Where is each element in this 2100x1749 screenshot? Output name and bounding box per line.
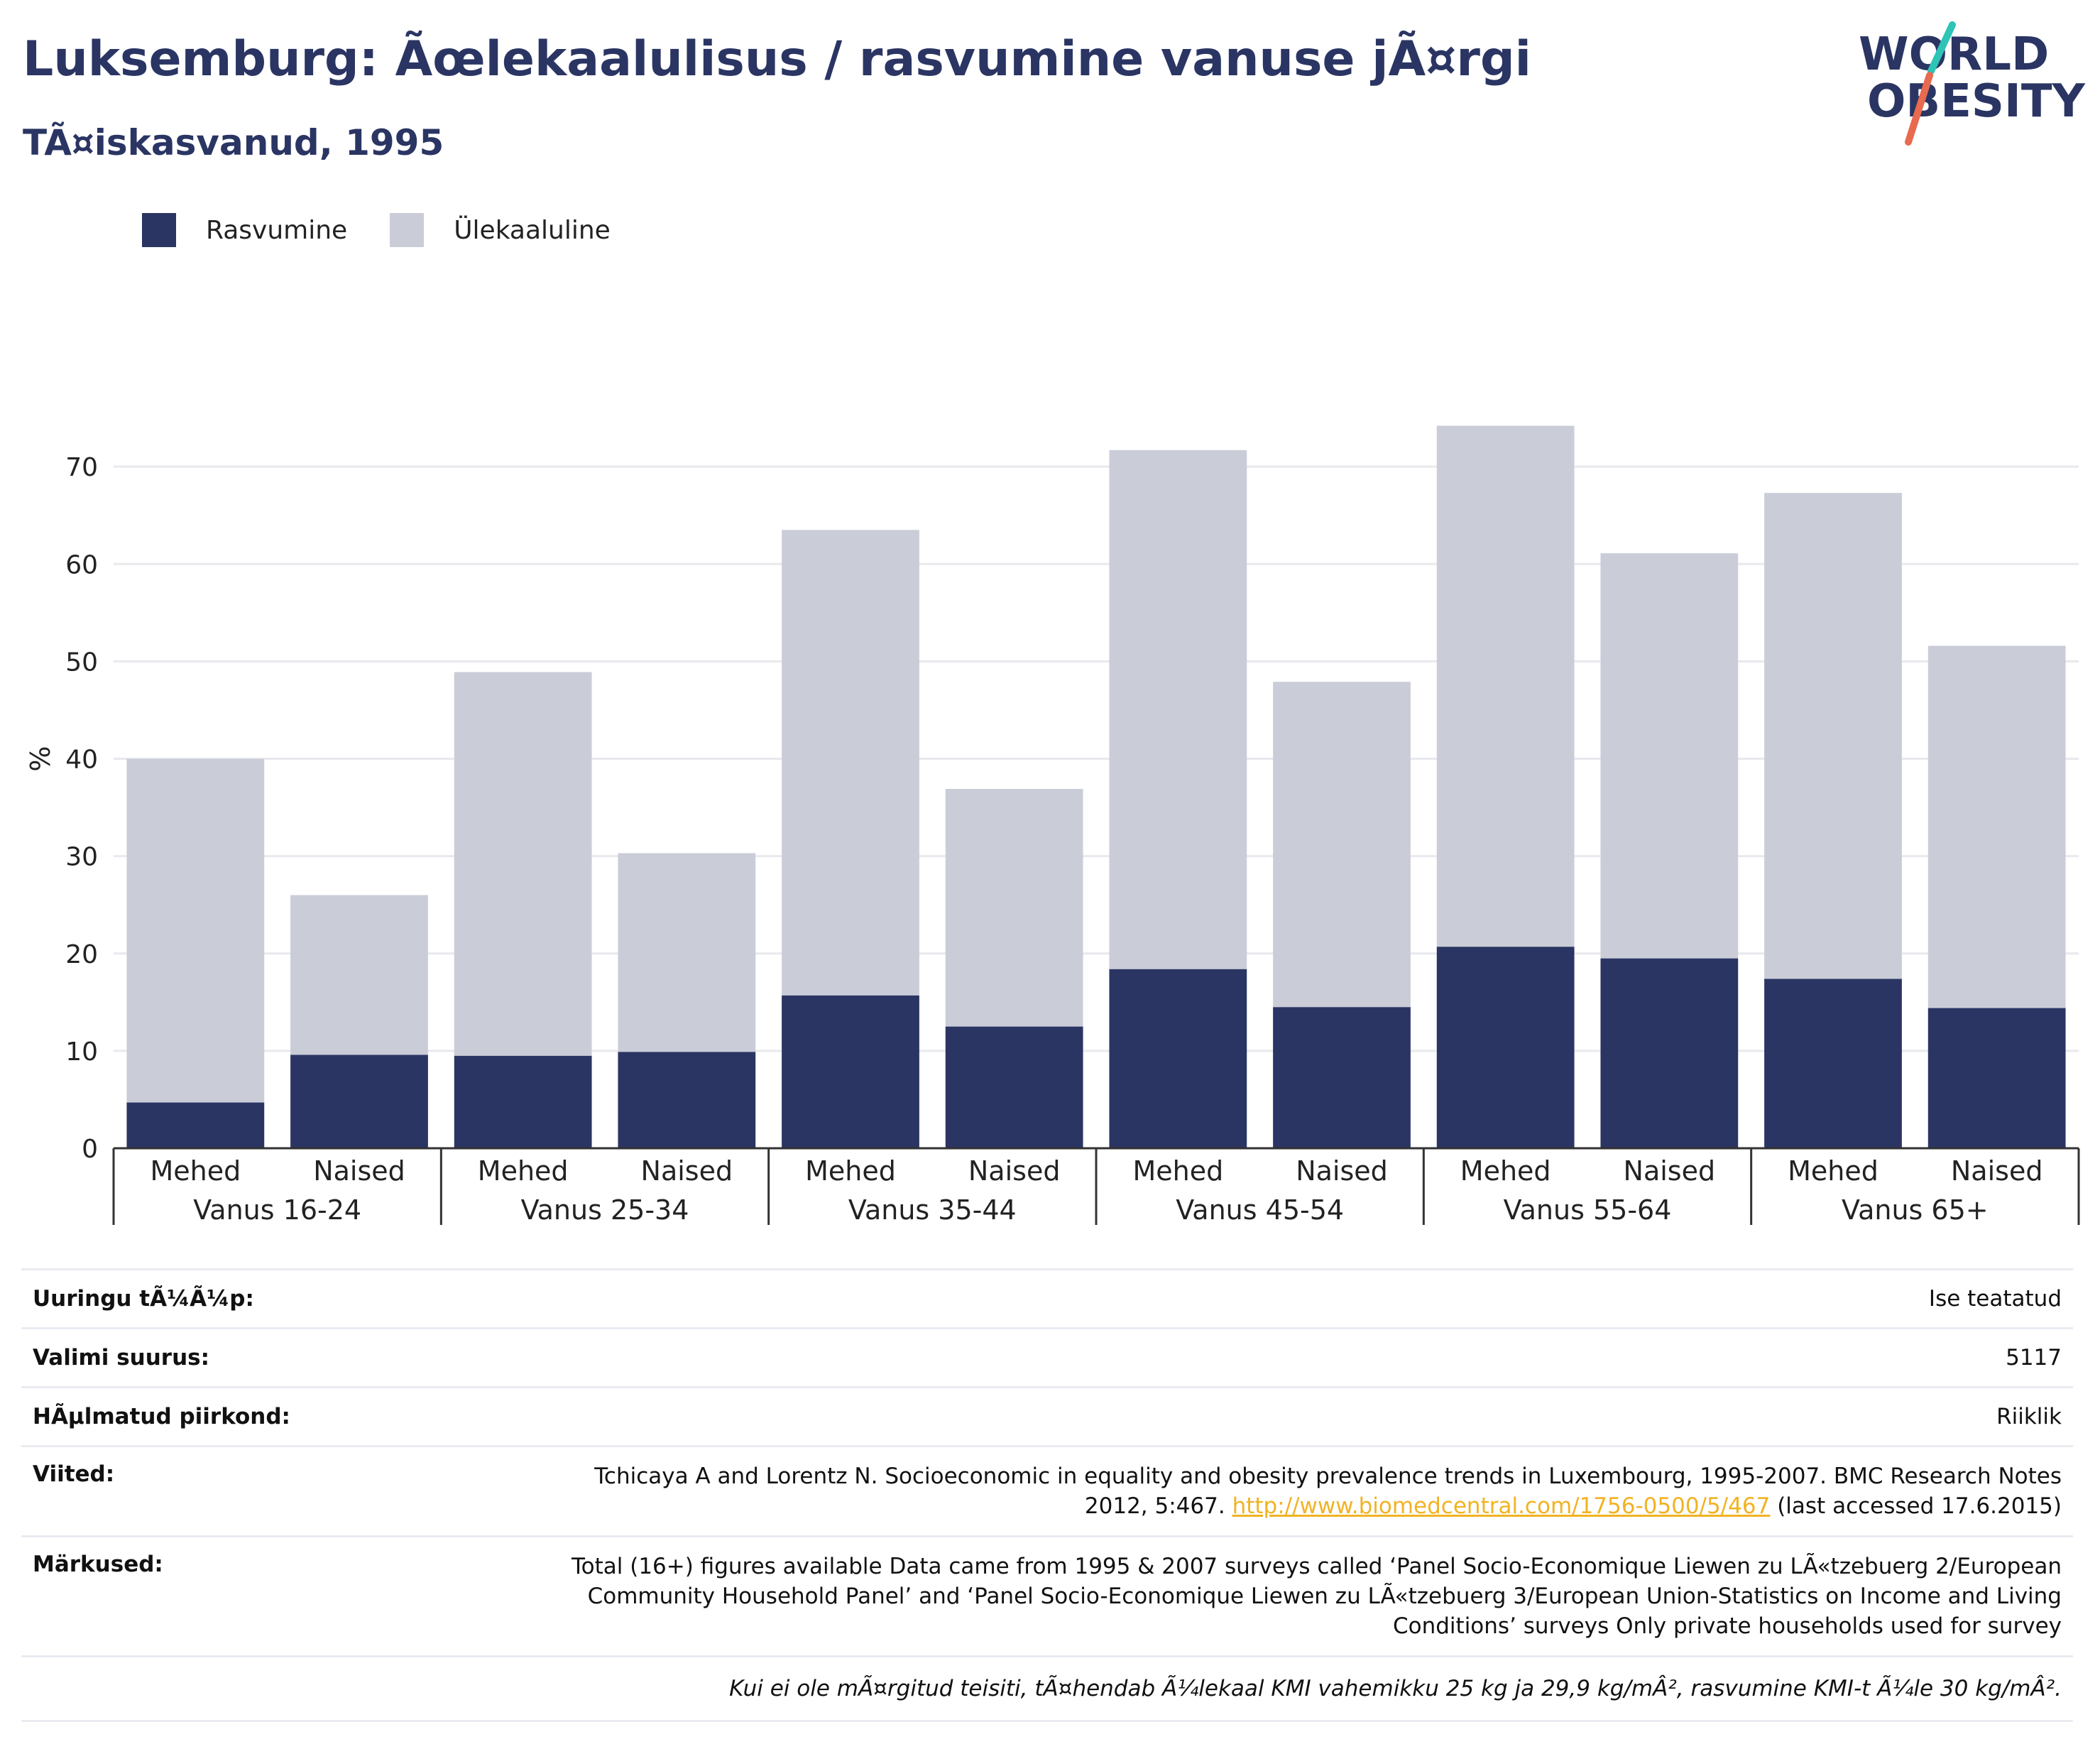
legend-swatch-overweight [390,213,425,247]
x-tick-label: Naised [1624,1155,1716,1187]
x-tick-label: Mehed [1460,1155,1551,1187]
chart-subtitle: TÃ¤iskasvanud, 1995 [23,122,444,163]
bar-obesity [126,1102,265,1148]
x-tick-label: Naised [1296,1155,1388,1187]
info-row-footnote: Kui ei ole mÃ¤rgitud teisiti, tÃ¤hendab … [21,1655,2073,1722]
legend-swatch-obesity [142,213,176,247]
bar-obesity [1764,979,1902,1148]
legend-item-overweight[interactable]: Ülekaaluline [390,213,611,247]
references-suffix: (last accessed 17.6.2015) [1777,1493,2062,1519]
legend-label-obesity: Rasvumine [206,215,348,245]
bar-overweight [1927,645,2066,1008]
references-label: Viited: [33,1461,115,1487]
references-value: Tchicaya A and Lorentz N. Socioeconomic … [571,1461,2073,1521]
y-tick-label: 20 [65,940,98,969]
bar-obesity [618,1052,756,1148]
bar-overweight [126,758,265,1103]
bar-obesity [454,1055,592,1148]
group-label: Vanus 45-54 [1176,1194,1344,1226]
references-text: Tchicaya A and Lorentz N. Socioeconomic … [594,1464,2062,1519]
x-tick-label: Mehed [805,1155,896,1187]
bar-overweight [1764,493,1902,979]
y-tick-label: 30 [65,843,98,872]
x-tick-label: Mehed [478,1155,569,1187]
x-tick-label: Naised [313,1155,405,1187]
info-row-area: HÃµlmatud piirkond: Riiklik [21,1386,2073,1445]
info-table: Uuringu tÃ¼Ã¼p: Ise teatatud Valimi suur… [21,1268,2073,1722]
logo-slash-coral [1905,72,1933,146]
bar-obesity [290,1055,428,1148]
bar-obesity [1436,947,1575,1148]
y-tick-label: 50 [65,648,98,677]
sample-size-label: Valimi suurus: [33,1345,209,1371]
bar-overweight [1600,553,1739,959]
world-obesity-logo: WORLD OBESITY [1859,21,2085,146]
group-label: Vanus 65+ [1842,1194,1989,1226]
y-tick-label: 10 [65,1037,98,1067]
x-tick-label: Naised [1951,1155,2043,1187]
info-row-sample-size: Valimi suurus: 5117 [21,1327,2073,1386]
legend-item-obesity[interactable]: Rasvumine [142,213,347,247]
x-tick-label: Mehed [150,1155,241,1187]
sample-size-value: 5117 [2006,1345,2062,1371]
notes-value: Total (16+) figures available Data came … [571,1554,2062,1639]
bar-obesity [1927,1008,2066,1148]
bar-overweight [1436,425,1575,947]
group-label: Vanus 16-24 [193,1194,361,1226]
footnote: Kui ei ole mÃ¤rgitud teisiti, tÃ¤hendab … [729,1676,2062,1701]
logo-slash-teal [1927,21,1956,75]
bar-overweight [945,789,1083,1027]
bar-overweight [454,672,592,1056]
notes-label: Märkused: [33,1552,163,1577]
survey-type-value: Ise teatatud [1928,1286,2062,1312]
y-tick-label: 70 [65,453,98,482]
x-tick-label: Mehed [1788,1155,1878,1187]
bar-obesity [1273,1007,1411,1148]
legend-label-overweight: Ülekaaluline [454,215,611,245]
bar-obesity [945,1026,1083,1148]
y-axis-label: % [25,746,56,771]
logo-line-2: OBESITY [1867,75,2085,128]
legend: Rasvumine Ülekaaluline [142,210,653,250]
bar-overweight [1109,449,1247,969]
bar-chart: 0 10 20 30 40 50 60 70% Mehed Naised Mehed Naised Me… [25,425,2080,1226]
info-row-survey-type: Uuringu tÃ¼Ã¼p: Ise teatatud [21,1268,2073,1327]
info-row-notes: Märkused: Total (16+) figures available … [21,1535,2073,1655]
references-link[interactable]: http://www.biomedcentral.com/1756-0500/5… [1232,1493,1771,1519]
bar-overweight [618,853,756,1052]
x-tick-label: Naised [641,1155,733,1187]
y-tick-label: 60 [65,550,98,579]
bar-obesity [1600,958,1739,1148]
info-row-references: Viited: Tchicaya A and Lorentz N. Socioe… [21,1445,2073,1535]
bar-overweight [782,530,919,996]
x-tick-label: Mehed [1132,1155,1223,1187]
area-label: HÃµlmatud piirkond: [33,1404,290,1429]
area-value: Riiklik [1996,1404,2062,1429]
survey-type-label: Uuringu tÃ¼Ã¼p: [33,1286,254,1312]
bar-obesity [1109,969,1247,1148]
y-tick-label: 0 [82,1135,98,1164]
group-label: Vanus 35-44 [848,1194,1017,1226]
bar-overweight [290,895,428,1055]
logo-line-1: WORLD [1859,28,2049,81]
group-label: Vanus 25-34 [521,1194,689,1226]
y-tick-label: 40 [65,746,98,775]
group-label: Vanus 55-64 [1504,1194,1672,1226]
bar-overweight [1273,682,1411,1008]
chart-title: Luksemburg: Ãœlekaalulisus / rasvumine v… [23,31,1531,87]
x-tick-label: Naised [968,1155,1061,1187]
bar-obesity [782,995,919,1148]
